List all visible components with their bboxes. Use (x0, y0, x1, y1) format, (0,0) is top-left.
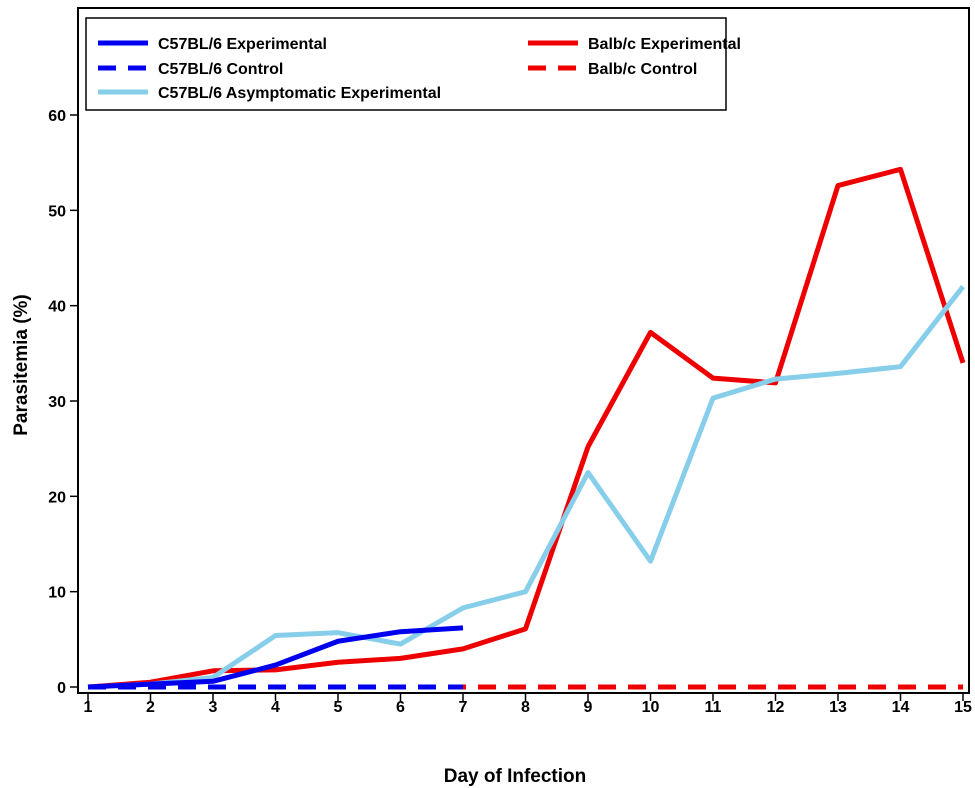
y-tick-label: 0 (57, 680, 66, 697)
legend-label: C57BL/6 Asymptomatic Experimental (158, 85, 441, 102)
x-tick-label: 1 (84, 699, 93, 716)
legend-label: Balb/c Experimental (588, 36, 741, 53)
x-tick-label: 10 (642, 699, 660, 716)
x-tick-label: 4 (271, 699, 280, 716)
x-tick-label: 15 (954, 699, 972, 716)
x-axis-title: Day of Infection (444, 766, 587, 787)
legend-label: C57BL/6 Control (158, 61, 283, 78)
y-axis: 0 10 20 30 40 50 60 (48, 108, 78, 697)
x-tick-label: 7 (459, 699, 468, 716)
legend: C57BL/6 Experimental C57BL/6 Control C57BL… (85, 17, 741, 111)
plot-frame (77, 7, 970, 694)
x-tick-label: 2 (146, 699, 155, 716)
series-line (87, 285, 965, 690)
y-tick-label: 40 (48, 299, 66, 316)
x-tick-label: 12 (767, 699, 785, 716)
y-tick-label: 10 (48, 585, 66, 602)
series-line (87, 625, 464, 690)
x-tick-label: 14 (892, 699, 910, 716)
x-tick-label: 13 (829, 699, 847, 716)
x-tick-label: 8 (521, 699, 530, 716)
y-axis-title: Parasitemia (%) (11, 294, 32, 436)
x-tick-label: 3 (209, 699, 218, 716)
y-tick-label: 60 (48, 108, 66, 125)
legend-label: Balb/c Control (588, 61, 697, 78)
y-tick-label: 20 (48, 489, 66, 506)
y-tick-label: 30 (48, 394, 66, 411)
y-tick-label: 50 (48, 203, 66, 220)
x-axis: 1 2 3 4 5 6 7 8 9 10 11 12 13 14 15 (84, 693, 972, 716)
series-layer (87, 166, 966, 690)
x-tick-label: 5 (334, 699, 343, 716)
x-tick-label: 9 (584, 699, 593, 716)
legend-box (85, 17, 727, 111)
x-tick-label: 6 (396, 699, 405, 716)
series-line (87, 166, 966, 690)
legend-label: C57BL/6 Experimental (158, 36, 327, 53)
x-tick-label: 11 (705, 699, 722, 716)
